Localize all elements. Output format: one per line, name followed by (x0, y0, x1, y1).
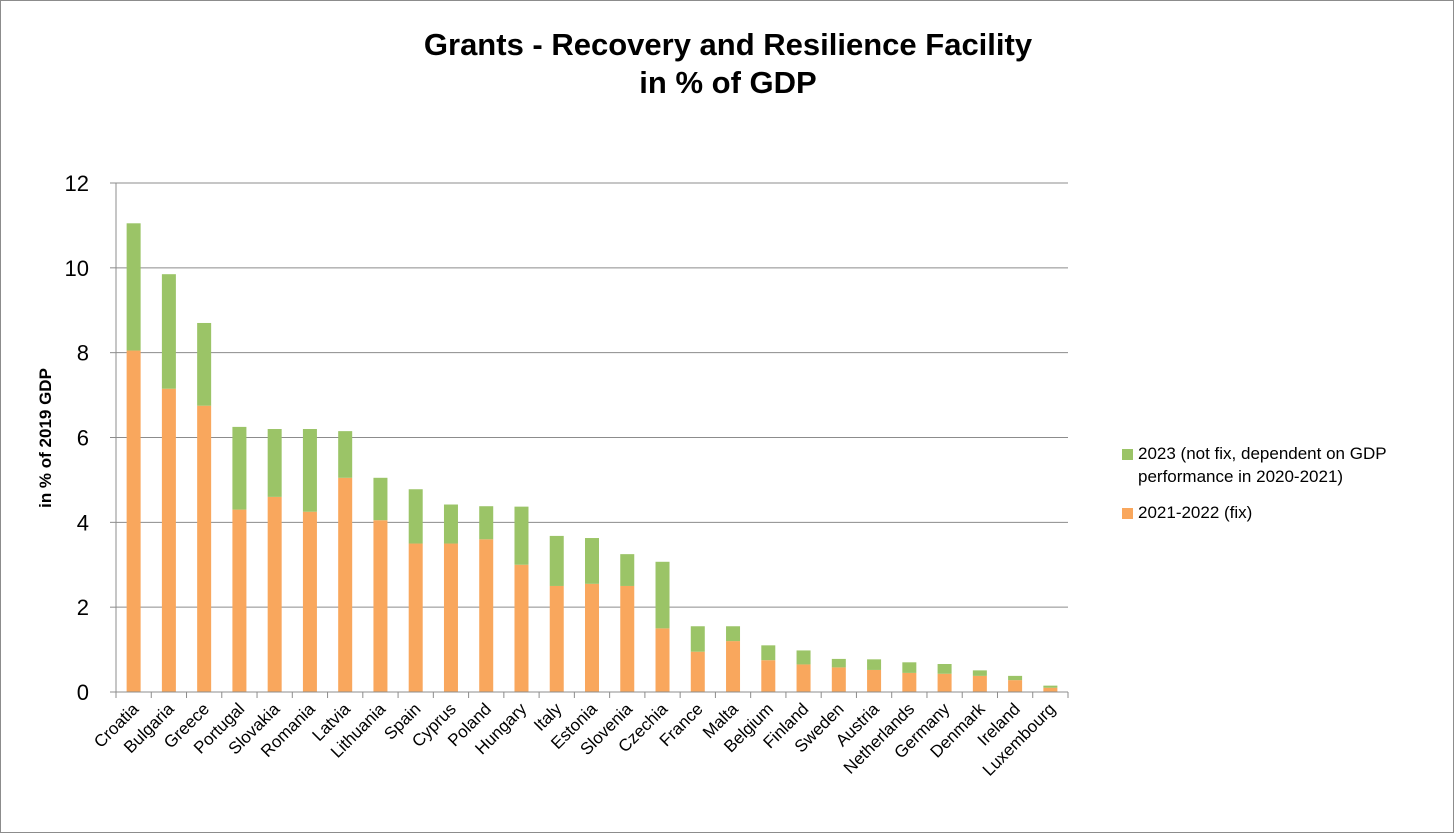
bar-fixed-slovenia (620, 585, 635, 692)
bar-variable-slovakia (267, 429, 282, 497)
bar-fixed-malta (726, 641, 741, 692)
bar-variable-spain (408, 489, 423, 544)
bars (126, 223, 1058, 692)
bar-fixed-denmark (972, 675, 987, 692)
bar-fixed-bulgaria (161, 388, 176, 692)
bar-variable-bulgaria (161, 274, 176, 389)
chart-title-line-1: Grants - Recovery and Resilience Facilit… (423, 27, 1033, 62)
y-tick-label: 10 (65, 256, 89, 281)
bar-variable-italy (549, 535, 564, 586)
chart-title: Grants - Recovery and Resilience Facilit… (228, 26, 1228, 102)
legend-swatch-fixed (1122, 508, 1133, 519)
y-tick-label: 6 (77, 426, 89, 451)
bar-variable-lithuania (373, 477, 388, 521)
bar-fixed-belgium (761, 660, 776, 692)
bar-variable-netherlands (902, 662, 917, 673)
bar-fixed-romania (302, 511, 317, 692)
bar-fixed-estonia (585, 583, 599, 692)
bar-variable-portugal (232, 426, 247, 510)
bar-fixed-poland (479, 539, 494, 692)
bar-fixed-lithuania (373, 520, 388, 692)
y-tick-label: 8 (77, 341, 89, 366)
bar-fixed-ireland (1008, 680, 1023, 692)
bar-fixed-cyprus (443, 543, 458, 692)
legend-label-fixed: 2021-2022 (fix) (1138, 503, 1253, 522)
bar-fixed-luxembourg (1043, 687, 1058, 692)
bar-variable-denmark (972, 670, 987, 676)
bar-variable-czechia (655, 561, 670, 629)
bar-fixed-latvia (338, 477, 353, 692)
legend-label-variable-line-2: performance in 2020-2021) (1138, 467, 1344, 486)
bar-fixed-netherlands (902, 672, 917, 692)
bar-variable-ireland (1008, 675, 1023, 681)
y-axis-label: in % of 2019 GDP (36, 368, 55, 508)
y-tick-label: 4 (77, 510, 89, 535)
legend-item-variable: 2023 (not fix, dependent on GDP performa… (1122, 442, 1422, 488)
bar-fixed-portugal (232, 509, 247, 692)
bar-variable-sweden (831, 658, 846, 668)
bar-variable-france (690, 626, 705, 652)
bar-variable-germany (937, 664, 952, 674)
bar-fixed-slovakia (267, 496, 282, 692)
bar-variable-austria (867, 659, 882, 670)
y-tick-labels: 0 2 4 6 8 10 12 (65, 171, 89, 705)
bar-fixed-spain (408, 543, 423, 692)
bar-fixed-greece (197, 405, 212, 692)
bar-variable-greece (197, 322, 212, 406)
bar-variable-romania (302, 429, 317, 512)
bar-fixed-finland (796, 664, 811, 692)
y-tick-label: 12 (65, 171, 89, 196)
x-tick-labels: CroatiaBulgariaGreecePortugalSlovakiaRom… (90, 699, 1059, 780)
bar-variable-hungary (514, 506, 529, 565)
bar-variable-slovenia (620, 554, 635, 586)
bar-fixed-czechia (655, 628, 670, 692)
bar-fixed-germany (937, 673, 952, 692)
bar-variable-croatia (126, 223, 141, 351)
y-tick-label: 2 (77, 595, 89, 620)
bar-fixed-hungary (514, 564, 529, 692)
bar-fixed-austria (867, 669, 882, 692)
y-tick-label: 0 (77, 680, 89, 705)
legend-item-fixed: 2021-2022 (fix) (1122, 501, 1422, 524)
bar-variable-latvia (338, 431, 353, 478)
bar-variable-malta (726, 626, 741, 642)
bar-fixed-croatia (126, 350, 141, 692)
bar-variable-luxembourg (1043, 685, 1058, 688)
bar-variable-estonia (585, 538, 599, 584)
bar-variable-belgium (761, 645, 776, 661)
bar-variable-poland (479, 506, 494, 540)
bar-fixed-italy (549, 585, 564, 692)
bar-fixed-france (690, 651, 705, 692)
legend-label-variable-line-1: 2023 (not fix, dependent on GDP (1138, 444, 1387, 463)
chart-title-line-2: in % of GDP (639, 65, 817, 100)
axes (110, 182, 1069, 698)
legend: 2023 (not fix, dependent on GDP performa… (1122, 442, 1422, 537)
bar-variable-finland (796, 650, 811, 665)
bar-variable-cyprus (443, 504, 458, 544)
legend-swatch-variable (1122, 449, 1133, 460)
bar-fixed-sweden (831, 667, 846, 692)
